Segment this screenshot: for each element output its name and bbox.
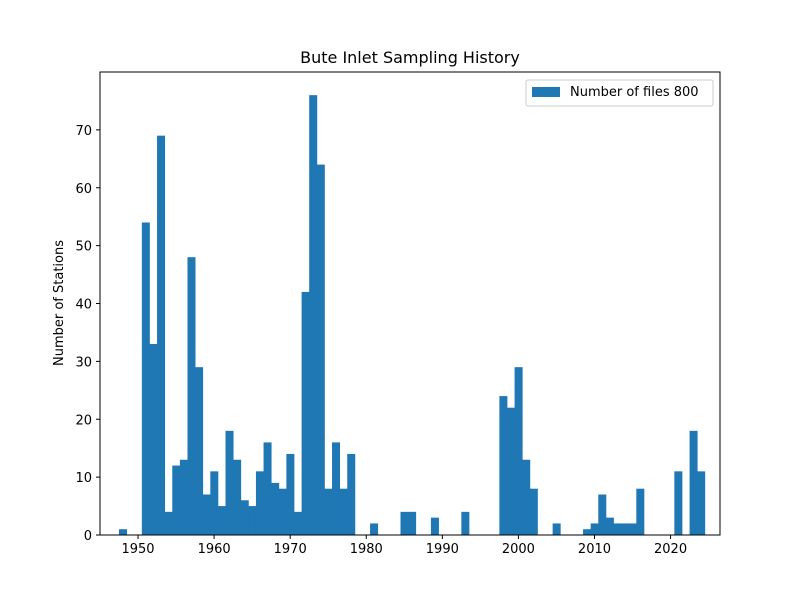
bar-2012 [605, 517, 614, 535]
bar-1974 [316, 164, 325, 535]
x-axis-ticks: 1950 1960 1970 1980 1990 2000 2010 2020 [121, 535, 687, 557]
x-tick-label: 1970 [274, 542, 307, 557]
y-axis-ticks: 0 10 20 30 40 50 60 70 [75, 124, 100, 544]
bar-1951 [141, 222, 150, 535]
x-tick-label: 2010 [578, 542, 611, 557]
bar-1956 [179, 459, 188, 535]
bars-group [119, 95, 706, 536]
bar-1954 [164, 511, 173, 535]
bar-2024 [697, 471, 706, 535]
bar-2001 [522, 459, 531, 535]
bar-1955 [172, 465, 181, 535]
y-tick-label: 0 [84, 529, 92, 544]
bar-2009 [583, 529, 592, 535]
bar-1952 [149, 344, 158, 535]
bar-2016 [636, 488, 645, 535]
bar-1968 [271, 482, 280, 535]
bar-2013 [613, 523, 622, 535]
bar-2011 [598, 494, 607, 535]
bar-1966 [255, 471, 264, 535]
bar-1959 [202, 494, 211, 535]
bar-1986 [408, 511, 417, 535]
bar-2000 [514, 367, 523, 535]
y-tick-label: 70 [75, 124, 92, 139]
bar-1989 [430, 517, 439, 535]
bar-1985 [400, 511, 409, 535]
plot-frame [99, 71, 721, 536]
bar-1962 [225, 430, 234, 535]
bar-2010 [590, 523, 599, 535]
x-tick-label: 2000 [502, 542, 535, 557]
bar-1972 [301, 291, 310, 535]
bar-2021 [674, 471, 683, 535]
bar-1999 [506, 407, 516, 535]
bar-1973 [309, 95, 318, 536]
bar-1993 [461, 511, 470, 535]
bar-1977 [339, 488, 348, 535]
bar-1961 [217, 506, 226, 535]
bar-2002 [529, 488, 538, 535]
y-tick-label: 40 [75, 298, 92, 313]
x-tick-label: 2020 [654, 542, 687, 557]
bar-2023 [689, 430, 698, 535]
bar-1957 [187, 257, 196, 535]
bar-1975 [324, 488, 333, 535]
bar-2005 [552, 523, 561, 535]
y-axis-label: Number of Stations [52, 240, 67, 366]
x-tick-label: 1960 [198, 542, 231, 557]
bar-1976 [332, 442, 341, 535]
y-tick-label: 30 [75, 355, 92, 370]
bar-1960 [210, 471, 219, 535]
bar-1971 [293, 511, 302, 535]
x-tick-label: 1990 [426, 542, 459, 557]
bar-1998 [499, 396, 508, 535]
y-tick-label: 10 [75, 471, 92, 486]
y-tick-label: 60 [75, 182, 92, 197]
bar-1963 [233, 459, 242, 535]
legend: Number of files 800 [525, 79, 714, 107]
x-tick-label: 1950 [121, 542, 154, 557]
bar-1953 [157, 135, 166, 535]
y-tick-label: 20 [75, 413, 92, 428]
bar-1958 [195, 367, 204, 535]
x-tick-label: 1980 [350, 542, 383, 557]
bar-1967 [263, 442, 272, 535]
bar-1965 [248, 506, 257, 535]
bar-1981 [370, 523, 379, 535]
legend-swatch [532, 87, 560, 97]
bar-2015 [628, 523, 637, 535]
legend-frame [525, 79, 714, 107]
bar-1948 [119, 529, 128, 535]
bar-1964 [240, 500, 249, 535]
legend-label: Number of files 800 [570, 85, 699, 100]
chart-title: Bute Inlet Sampling History [300, 48, 520, 67]
bar-1970 [286, 453, 295, 535]
bar-2014 [621, 523, 630, 535]
bar-1969 [278, 488, 287, 535]
y-tick-label: 50 [75, 240, 92, 255]
bar-1978 [347, 453, 356, 535]
